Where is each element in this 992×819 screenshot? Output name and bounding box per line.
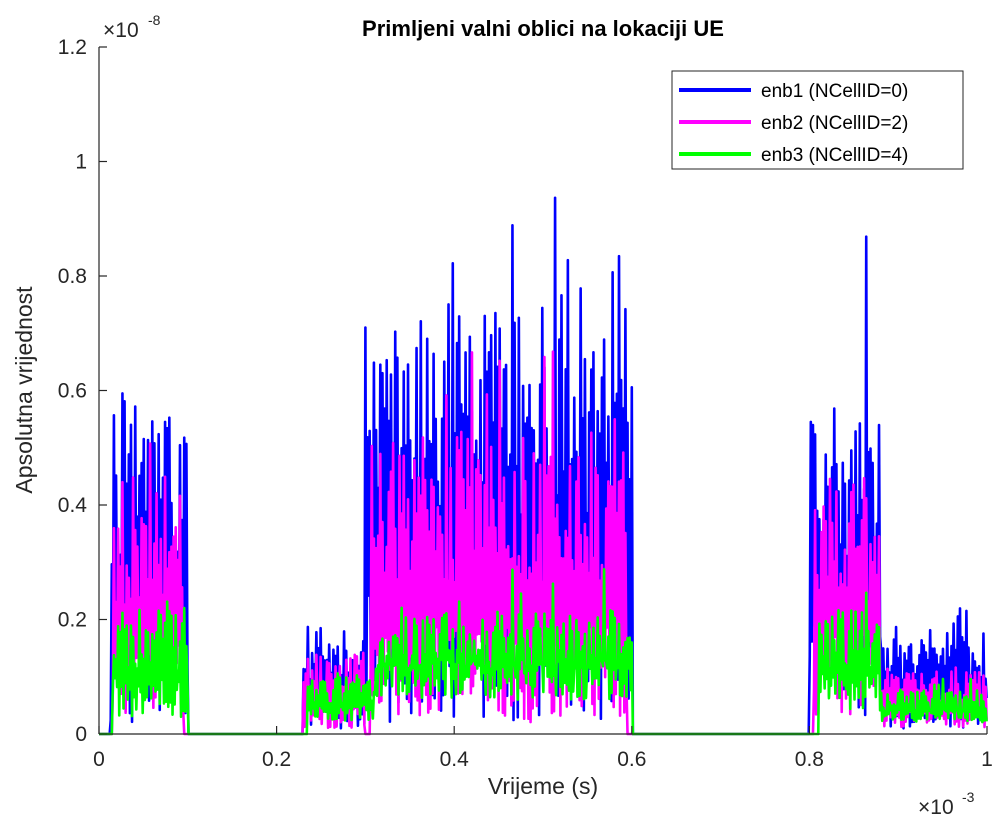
x-tick-label: 0.6 [617,748,646,771]
x-tick-label: 0 [93,748,105,771]
y-axis-label: Apsolutna vrijednost [11,286,37,494]
x-exponent-power: -3 [962,789,975,805]
legend-label-1: enb1 (NCellID=0) [761,81,908,102]
chart-title: Primljeni valni oblici na lokaciji UE [362,16,724,41]
x-exponent-label: ×10 -3 [918,789,975,819]
x-axis-label: Vrijeme (s) [488,773,598,799]
legend-label-2: enb2 (NCellID=2) [761,113,908,134]
y-exponent-base: ×10 [103,19,139,42]
y-tick-label: 0.4 [58,494,88,517]
y-exponent-label: ×10 -8 [103,12,161,42]
legend-entries: enb1 (NCellID=0) enb2 (NCellID=2) enb3 (NC… [679,81,908,166]
y-tick-label: 0.2 [58,609,87,632]
x-exponent-base: ×10 [918,796,954,819]
y-tick-label: 0.8 [58,265,87,288]
y-tick-label: 0.6 [58,380,87,403]
ticks-layer: 0 0.2 0.4 0.6 0.8 1 0 0.2 0.4 0.6 0.8 1 1.2 [58,36,992,771]
x-tick-label: 0.2 [262,748,291,771]
y-tick-label: 1.2 [58,36,87,59]
y-exponent-power: -8 [148,12,161,28]
legend: enb1 (NCellID=0) enb2 (NCellID=2) enb3 (NC… [671,70,964,170]
y-tick-label: 0 [75,723,87,746]
x-tick-label: 1 [981,748,992,771]
x-tick-label: 0.8 [795,748,824,771]
y-tick-label: 1 [75,151,87,174]
x-tick-label: 0.4 [440,748,470,771]
legend-label-3: enb3 (NCellID=4) [761,145,908,166]
